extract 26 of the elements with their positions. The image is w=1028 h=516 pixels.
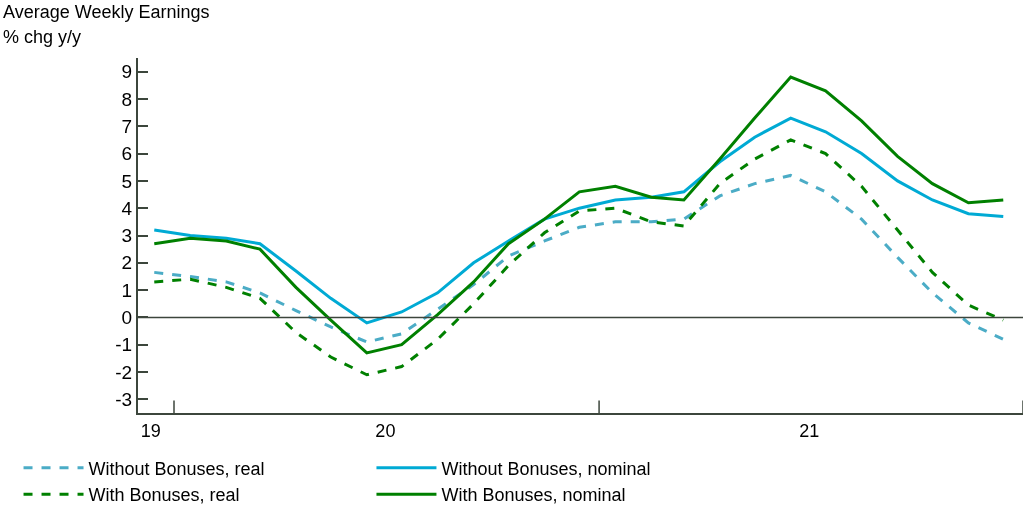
x-tick-label: 19 (140, 420, 161, 441)
legend-label: Without Bonuses, real (88, 458, 265, 479)
line-series (152, 173, 1005, 344)
x-tick-label: 21 (799, 420, 820, 441)
y-tick-label: 8 (121, 88, 133, 110)
y-tick-label: 4 (121, 197, 133, 219)
line-series (152, 75, 1005, 355)
y-tick-label: 7 (121, 115, 133, 137)
chart-title: Average Weekly Earnings (3, 2, 210, 22)
legend-label: Without Bonuses, nominal (441, 458, 651, 479)
y-tick-label: 3 (121, 225, 133, 247)
x-tick-label: 20 (375, 420, 396, 441)
y-tick-label: -2 (115, 361, 133, 383)
y-tick-label: 9 (121, 61, 133, 83)
y-tick-label: 5 (121, 170, 133, 192)
y-tick-label: -1 (115, 334, 133, 356)
y-tick-label: 0 (121, 307, 133, 329)
y-tick-label: -3 (115, 389, 133, 410)
y-tick-label: 2 (121, 252, 133, 274)
line-series (152, 116, 1005, 325)
legend-label: With Bonuses, real (88, 485, 240, 506)
line-series (152, 138, 1005, 377)
y-axis-title: % chg y/y (3, 27, 82, 47)
legend-label: With Bonuses, nominal (441, 485, 626, 506)
y-tick-label: 6 (121, 143, 133, 165)
y-tick-label: 1 (121, 279, 133, 301)
